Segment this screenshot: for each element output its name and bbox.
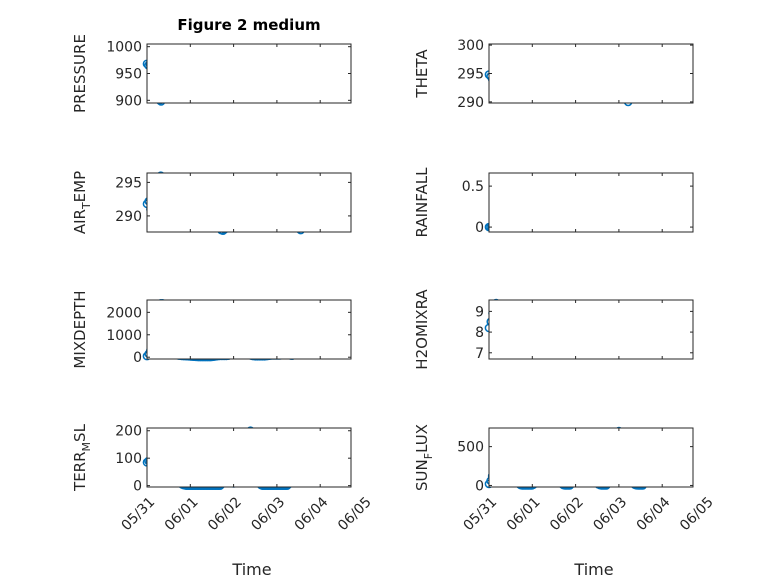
y-tick-label: 290 <box>115 209 142 225</box>
y-axis-label: AIRTEMP <box>71 171 93 234</box>
y-tick-label: 295 <box>457 67 484 83</box>
y-tick-label: 1000 <box>106 40 142 56</box>
subplot-rainfall: 0 0.5 RAINFALL <box>413 167 694 238</box>
x-tick-label: 06/05 <box>335 494 375 534</box>
axes-frame <box>146 172 352 233</box>
x-tick-label: 06/03 <box>248 494 288 534</box>
y-tick-label: 0 <box>133 479 142 495</box>
x-tick-label: 06/03 <box>590 494 630 534</box>
y-tick-label: 290 <box>457 95 484 111</box>
x-tick-label: 06/04 <box>292 494 332 534</box>
subplot-air-temp: 290 295 AIRTEMP <box>71 171 352 236</box>
y-tick-label: 7 <box>475 346 484 362</box>
subplot-h2omixra: 7 8 9 H2OMIXRA <box>413 289 694 370</box>
y-tick-label: 0 <box>133 350 142 366</box>
y-tick-label: 0 <box>475 478 484 494</box>
axes-frame <box>146 427 352 488</box>
axes-frame <box>488 172 694 233</box>
y-tick-label: 900 <box>115 93 142 109</box>
y-tick-label: 950 <box>115 67 142 83</box>
y-tick-label: 8 <box>475 325 484 341</box>
axes-frame <box>488 299 694 360</box>
y-tick-label: 2000 <box>106 305 142 321</box>
x-tick-label: 05/31 <box>118 494 158 534</box>
axes-frame <box>146 43 352 104</box>
subplot-pressure: 900 950 1000 PRESSURE Figure 2 medium <box>71 16 352 113</box>
x-tick-label: 06/04 <box>634 494 674 534</box>
x-tick-label: 06/01 <box>162 494 202 534</box>
y-axis-label: SUNFLUX <box>413 424 435 491</box>
y-axis-label: MIXDEPTH <box>71 290 89 368</box>
y-tick-label: 1000 <box>106 328 142 344</box>
x-axis-label: Time <box>231 560 271 579</box>
y-axis-label: RAINFALL <box>413 167 431 238</box>
x-tick-label: 06/05 <box>677 494 717 534</box>
axes-frame <box>488 43 694 104</box>
y-tick-label: 295 <box>115 175 142 191</box>
y-tick-label: 0.5 <box>462 179 484 195</box>
axes-frame <box>488 427 694 488</box>
x-tick-label: 06/01 <box>504 494 544 534</box>
y-tick-label: 300 <box>457 38 484 54</box>
y-tick-label: 500 <box>457 440 484 456</box>
y-axis-label: THETA <box>413 49 431 99</box>
x-tick-label: 06/02 <box>547 494 587 534</box>
y-tick-label: 0 <box>475 220 484 236</box>
axes-frame <box>146 299 352 360</box>
x-tick-label: 05/31 <box>460 494 500 534</box>
y-tick-label: 9 <box>475 304 484 320</box>
subplot-sun-flux: 05/31 06/01 06/02 06/03 06/04 06/05 0 500 SUNFLU… <box>413 424 717 579</box>
subplot-mixdepth: 0 1000 2000 MIXDEPTH <box>71 290 352 369</box>
y-axis-label: PRESSURE <box>71 34 89 113</box>
x-tick-label: 06/02 <box>205 494 245 534</box>
y-axis-label: TERRMSL <box>71 423 93 492</box>
x-axis-label: Time <box>573 560 613 579</box>
y-tick-label: 200 <box>115 424 142 440</box>
subplot-terr-msl: 05/31 06/01 06/02 06/03 06/04 06/05 0 100 200 TER… <box>71 423 375 579</box>
y-tick-label: 100 <box>115 451 142 467</box>
chart-title: Figure 2 medium <box>177 16 320 34</box>
subplot-theta: 290 295 300 THETA <box>413 38 694 111</box>
y-axis-label: H2OMIXRA <box>413 289 431 370</box>
